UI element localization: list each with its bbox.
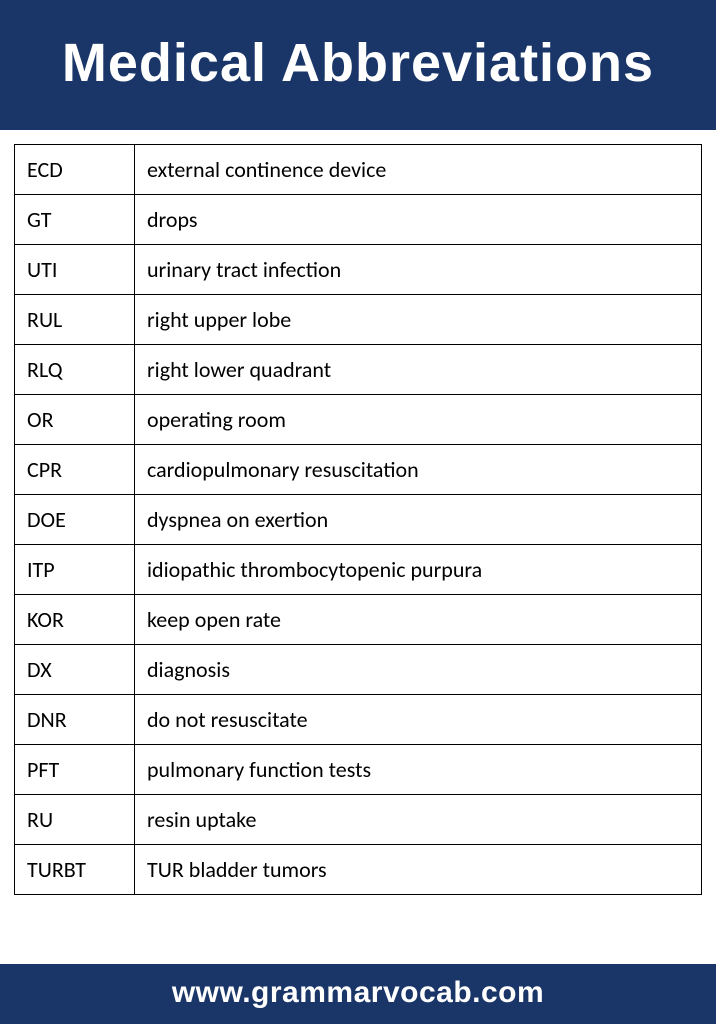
abbr-cell: RUL bbox=[15, 295, 135, 345]
table-row: CPR cardiopulmonary resuscitation bbox=[15, 445, 702, 495]
abbr-cell: CPR bbox=[15, 445, 135, 495]
table-row: UTI urinary tract infection bbox=[15, 245, 702, 295]
def-cell: dyspnea on exertion bbox=[135, 495, 702, 545]
abbr-cell: DX bbox=[15, 645, 135, 695]
abbr-cell: DNR bbox=[15, 695, 135, 745]
abbr-cell: GT bbox=[15, 195, 135, 245]
table-row: RUL right upper lobe bbox=[15, 295, 702, 345]
def-cell: resin uptake bbox=[135, 795, 702, 845]
def-cell: TUR bladder tumors bbox=[135, 845, 702, 895]
table-row: ECD external continence device bbox=[15, 145, 702, 195]
abbr-cell: PFT bbox=[15, 745, 135, 795]
table-row: DOE dyspnea on exertion bbox=[15, 495, 702, 545]
def-cell: pulmonary function tests bbox=[135, 745, 702, 795]
table-body: ECD external continence device GT drops … bbox=[15, 145, 702, 895]
def-cell: right lower quadrant bbox=[135, 345, 702, 395]
footer-banner: www.grammarvocab.com bbox=[0, 964, 716, 1024]
abbr-cell: RLQ bbox=[15, 345, 135, 395]
footer-url: www.grammarvocab.com bbox=[172, 976, 544, 1009]
abbr-cell: ECD bbox=[15, 145, 135, 195]
def-cell: idiopathic thrombocytopenic purpura bbox=[135, 545, 702, 595]
header-banner: Medical Abbreviations bbox=[0, 0, 716, 130]
abbr-cell: UTI bbox=[15, 245, 135, 295]
table-row: RU resin uptake bbox=[15, 795, 702, 845]
table-row: KOR keep open rate bbox=[15, 595, 702, 645]
table-container: ECD external continence device GT drops … bbox=[0, 130, 716, 964]
table-row: ITP idiopathic thrombocytopenic purpura bbox=[15, 545, 702, 595]
def-cell: operating room bbox=[135, 395, 702, 445]
table-row: DNR do not resuscitate bbox=[15, 695, 702, 745]
table-row: PFT pulmonary function tests bbox=[15, 745, 702, 795]
table-row: OR operating room bbox=[15, 395, 702, 445]
abbr-cell: KOR bbox=[15, 595, 135, 645]
abbreviations-table: ECD external continence device GT drops … bbox=[14, 144, 702, 895]
abbr-cell: ITP bbox=[15, 545, 135, 595]
table-row: RLQ right lower quadrant bbox=[15, 345, 702, 395]
def-cell: do not resuscitate bbox=[135, 695, 702, 745]
abbr-cell: OR bbox=[15, 395, 135, 445]
def-cell: cardiopulmonary resuscitation bbox=[135, 445, 702, 495]
table-row: TURBT TUR bladder tumors bbox=[15, 845, 702, 895]
table-row: GT drops bbox=[15, 195, 702, 245]
page-title: Medical Abbreviations bbox=[10, 32, 706, 94]
def-cell: urinary tract infection bbox=[135, 245, 702, 295]
def-cell: right upper lobe bbox=[135, 295, 702, 345]
def-cell: external continence device bbox=[135, 145, 702, 195]
table-row: DX diagnosis bbox=[15, 645, 702, 695]
def-cell: drops bbox=[135, 195, 702, 245]
abbr-cell: TURBT bbox=[15, 845, 135, 895]
def-cell: diagnosis bbox=[135, 645, 702, 695]
abbr-cell: DOE bbox=[15, 495, 135, 545]
abbr-cell: RU bbox=[15, 795, 135, 845]
def-cell: keep open rate bbox=[135, 595, 702, 645]
